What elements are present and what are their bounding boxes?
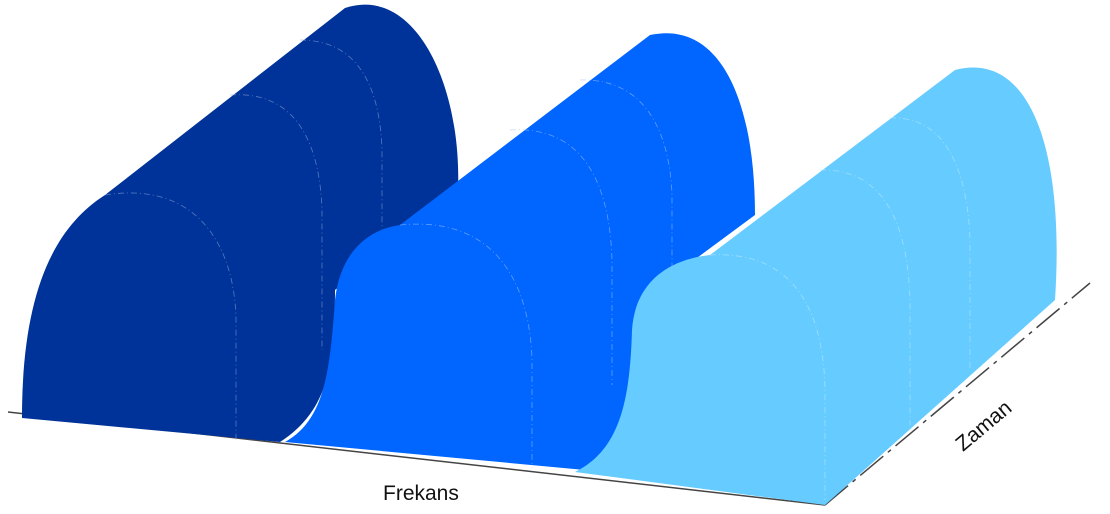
band-1 xyxy=(22,4,459,443)
band-3 xyxy=(575,67,1057,505)
time-axis xyxy=(824,282,1091,506)
y-axis-label: Zaman xyxy=(951,396,1016,456)
band-2-surface xyxy=(285,33,755,471)
x-axis-label: Frekans xyxy=(383,482,459,505)
band-3-surface xyxy=(575,67,1057,505)
band-3-contours xyxy=(709,117,971,500)
band-2 xyxy=(285,33,755,471)
band-1-contours xyxy=(104,39,383,440)
band-2-contours xyxy=(399,79,673,468)
band-1-surface xyxy=(22,4,459,443)
